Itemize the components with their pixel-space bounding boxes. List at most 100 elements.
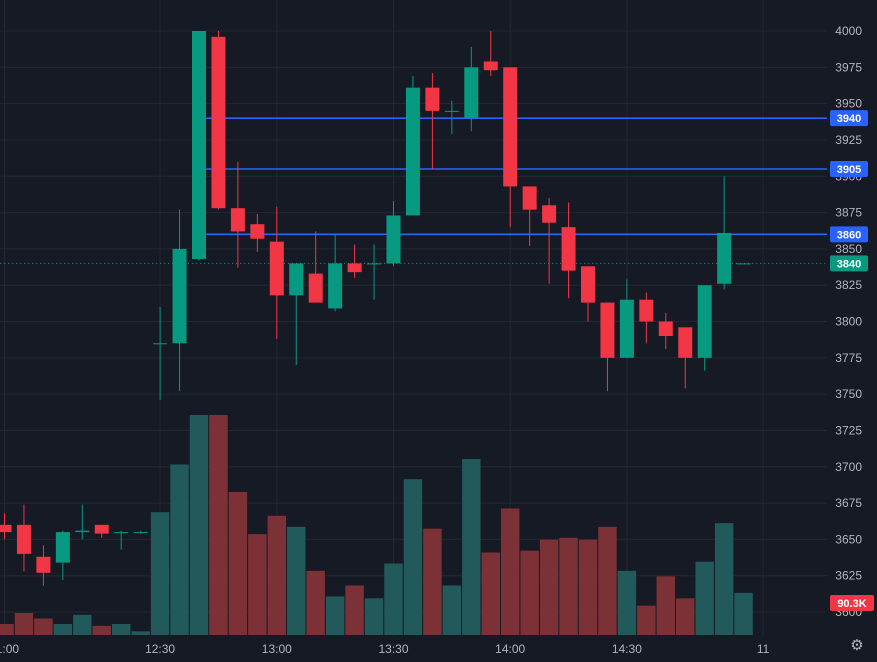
price-tick-label: 3625 bbox=[835, 569, 862, 583]
price-axis[interactable]: 4000397539503925390038753850382538003775… bbox=[835, 24, 862, 619]
volume-bar bbox=[481, 552, 500, 635]
settings-icon[interactable]: ⚙ bbox=[850, 637, 864, 654]
volume-bars bbox=[0, 415, 753, 635]
candle-body bbox=[230, 208, 245, 232]
volume-bar bbox=[637, 605, 656, 635]
line-price-badge bbox=[830, 110, 868, 127]
candle-body bbox=[328, 263, 343, 309]
volume-bar bbox=[442, 585, 462, 635]
candle-body bbox=[600, 302, 615, 358]
candle-body bbox=[94, 524, 109, 534]
candle-body bbox=[153, 343, 168, 345]
line-price-badge bbox=[830, 226, 868, 243]
candle-body bbox=[308, 273, 323, 303]
candle-body bbox=[425, 87, 440, 111]
volume-bar bbox=[676, 598, 695, 635]
volume-bar bbox=[423, 528, 442, 635]
volume-bar bbox=[598, 526, 617, 635]
candle-body bbox=[211, 36, 226, 209]
candle-body bbox=[75, 530, 90, 533]
candle-body bbox=[36, 556, 51, 573]
candle-body bbox=[172, 248, 187, 344]
candle-body bbox=[717, 232, 732, 284]
volume-bar bbox=[73, 614, 92, 635]
volume-bar bbox=[325, 596, 345, 635]
volume-bar bbox=[131, 631, 150, 635]
volume-bar bbox=[14, 613, 34, 635]
volume-bar bbox=[0, 624, 14, 635]
candle-body bbox=[736, 263, 751, 265]
candle-body bbox=[503, 67, 518, 187]
candle-body bbox=[639, 299, 654, 322]
candle-body bbox=[619, 299, 634, 358]
price-tick-label: 3725 bbox=[835, 423, 862, 437]
volume-bar bbox=[734, 592, 753, 635]
volume-bar bbox=[267, 515, 287, 635]
volume-bar bbox=[384, 563, 403, 635]
volume-bar bbox=[617, 570, 637, 635]
volume-bar bbox=[170, 464, 189, 635]
line-price-badge-label: 3860 bbox=[837, 229, 861, 241]
candle-body bbox=[250, 224, 265, 239]
volume-bar bbox=[92, 625, 111, 635]
price-tick-label: 4000 bbox=[835, 24, 862, 38]
candle-body bbox=[133, 532, 148, 534]
line-price-badge-label: 3905 bbox=[837, 164, 861, 176]
candles bbox=[0, 31, 751, 586]
volume-bar bbox=[189, 415, 209, 635]
time-tick-label: 13:00 bbox=[262, 642, 292, 656]
volume-bar bbox=[111, 624, 131, 635]
candle-body bbox=[386, 215, 401, 264]
price-tick-label: 3975 bbox=[835, 60, 862, 74]
volume-bar bbox=[209, 415, 228, 635]
time-tick-label: 11 bbox=[757, 642, 770, 656]
volume-bar bbox=[345, 585, 364, 635]
volume-bar bbox=[248, 534, 267, 635]
price-tick-label: 3925 bbox=[835, 133, 862, 147]
volume-bar bbox=[578, 539, 598, 635]
time-tick-label: 14:30 bbox=[612, 642, 642, 656]
price-tick-label: 3875 bbox=[835, 206, 862, 220]
time-axis[interactable]: 11:00 12:30 13:00 13:30 14:00 14:30 11 bbox=[0, 642, 770, 656]
price-tick-label: 3675 bbox=[835, 496, 862, 510]
candle-body bbox=[347, 263, 362, 273]
volume-bar bbox=[462, 459, 481, 635]
time-tick-label: 13:30 bbox=[378, 642, 408, 656]
candle-body bbox=[522, 186, 537, 210]
volume-bar bbox=[695, 561, 714, 635]
volume-bar bbox=[714, 523, 734, 635]
time-tick-label: 11:00 bbox=[0, 642, 19, 656]
candle-body bbox=[581, 266, 595, 303]
volume-bar bbox=[403, 479, 423, 635]
price-tick-label: 3775 bbox=[835, 351, 862, 365]
volume-bar bbox=[539, 539, 559, 635]
candle-body bbox=[269, 241, 284, 296]
volume-bar bbox=[228, 492, 248, 635]
volume-bar bbox=[500, 508, 520, 635]
candle-body bbox=[192, 31, 206, 260]
candle-body bbox=[289, 263, 304, 296]
last-price-badge-label: 3840 bbox=[837, 258, 861, 270]
volume-bar bbox=[150, 512, 170, 635]
candle-body bbox=[367, 263, 382, 265]
volume-bar bbox=[364, 598, 384, 635]
volume-bar bbox=[53, 624, 73, 635]
candle-body bbox=[444, 110, 459, 112]
volume-badge bbox=[830, 595, 874, 611]
volume-bar bbox=[520, 550, 539, 635]
volume-bar bbox=[287, 526, 306, 635]
volume-bar bbox=[306, 570, 325, 635]
candle-body bbox=[678, 327, 693, 358]
price-tick-label: 3750 bbox=[835, 387, 862, 401]
last-price-badge bbox=[830, 255, 868, 272]
time-tick-label: 12:30 bbox=[145, 642, 175, 656]
candle-body bbox=[405, 87, 420, 216]
price-tick-label: 3825 bbox=[835, 278, 862, 292]
price-tick-label: 3800 bbox=[835, 315, 862, 329]
candle-body bbox=[542, 205, 557, 223]
candle-body bbox=[697, 285, 712, 358]
candle-body bbox=[0, 524, 12, 533]
price-tick-label: 3950 bbox=[835, 97, 862, 111]
volume-bar bbox=[34, 618, 53, 635]
